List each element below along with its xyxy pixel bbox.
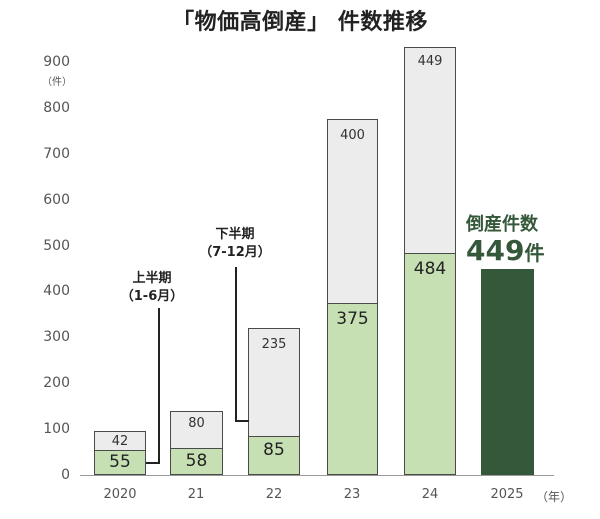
y-axis-unit: （件）: [42, 77, 72, 88]
bar-2024-first-half-value: 484: [413, 259, 447, 279]
bar-2025-total: [481, 269, 534, 475]
callout-second-half-line2: （7-12月）: [199, 245, 271, 260]
bar-2021: 80 58: [170, 411, 223, 475]
bar-2024-first-half: 484: [404, 253, 456, 475]
bar-2024-second-half: 449: [404, 47, 456, 253]
x-tick-2025: 2025: [490, 487, 524, 502]
bar-2023-second-half-value: 400: [340, 128, 365, 143]
callout-first-half-leader-h: [146, 462, 160, 464]
total-2025-value-wrap: 449件: [466, 236, 586, 268]
x-axis-line: [80, 475, 554, 476]
callout-first-half-line2: （1-6月）: [120, 289, 184, 304]
total-2025-caption: 倒産件数: [466, 214, 538, 235]
bar-2024: 449 484: [404, 47, 456, 475]
y-tick-500: 500: [43, 238, 70, 254]
bar-2023-first-half: 375: [327, 303, 378, 475]
callout-first-half-leader-v: [158, 308, 160, 463]
bar-2020-second-half: 42: [94, 431, 146, 450]
x-tick-2022: 22: [265, 487, 283, 502]
total-2025-label: 倒産件数 449件: [466, 210, 586, 268]
bar-2021-first-half-value: 58: [185, 451, 208, 471]
bar-2021-second-half-value: 80: [188, 416, 205, 431]
bar-2021-first-half: 58: [170, 448, 223, 475]
y-tick-900: 900: [43, 54, 70, 70]
bar-2022-first-half: 85: [248, 436, 300, 475]
x-axis-unit: （年）: [536, 490, 573, 504]
bar-2023: 400 375: [327, 119, 378, 475]
bar-2023-second-half: 400: [327, 119, 378, 303]
bar-2022: 235 85: [248, 328, 300, 475]
bar-2023-first-half-value: 375: [336, 309, 369, 329]
y-tick-400: 400: [43, 283, 70, 299]
y-tick-200: 200: [43, 375, 70, 391]
callout-first-half: 上半期 （1-6月）: [112, 270, 192, 306]
bar-2024-second-half-value: 449: [417, 54, 443, 69]
callout-second-half-leader-h: [235, 420, 249, 422]
chart-title: 「物価高倒産」 件数推移: [172, 10, 428, 35]
bar-2020-first-half: 55: [94, 450, 146, 475]
y-tick-600: 600: [43, 192, 70, 208]
bar-2020: 42 55: [94, 431, 146, 475]
bar-2020-first-half-value: 55: [109, 452, 131, 472]
x-tick-2024: 24: [421, 487, 439, 502]
y-tick-300: 300: [43, 329, 70, 345]
total-2025-unit: 件: [524, 241, 545, 265]
callout-second-half-leader-v: [235, 267, 237, 422]
callout-first-half-line1: 上半期: [132, 271, 172, 286]
callout-second-half: 下半期 （7-12月）: [190, 226, 280, 262]
bar-2025: [481, 269, 534, 475]
bar-2021-second-half: 80: [170, 411, 223, 448]
x-tick-2020: 2020: [103, 487, 137, 502]
total-2025-value: 449: [466, 234, 525, 267]
bar-2022-second-half-value: 235: [261, 337, 287, 352]
callout-second-half-line1: 下半期: [215, 227, 255, 242]
bar-2022-first-half-value: 85: [263, 440, 285, 460]
bar-2022-second-half: 235: [248, 328, 300, 436]
y-tick-800: 800: [43, 100, 70, 116]
x-tick-2023: 23: [343, 487, 361, 502]
y-tick-100: 100: [43, 421, 70, 437]
x-tick-2021: 21: [187, 487, 205, 502]
y-tick-0: 0: [61, 467, 70, 483]
bar-2020-second-half-value: 42: [111, 434, 129, 449]
y-tick-700: 700: [43, 146, 70, 162]
